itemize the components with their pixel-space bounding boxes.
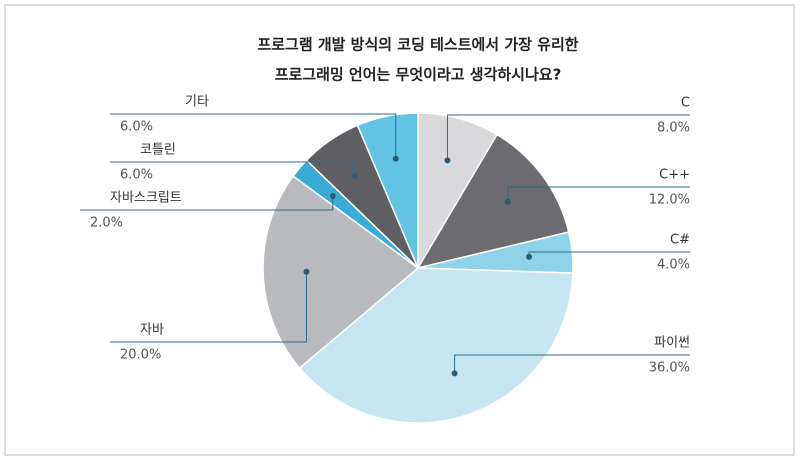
legend-label: C: [681, 96, 690, 111]
pie-slice: [356, 112, 419, 269]
leader-dot: [392, 155, 399, 162]
data-label: 12.0%: [649, 193, 690, 208]
chart-title: 프로그램 개발 방식의 코딩 테스트에서 가장 유리한: [257, 36, 578, 54]
data-label: 4.0%: [657, 258, 690, 273]
legend-label: 자바스크립트: [110, 191, 182, 206]
pie-slice: [262, 175, 420, 370]
leader-dot: [303, 268, 310, 275]
leader-dot: [451, 370, 458, 377]
legend-label: 기타: [185, 95, 209, 110]
chart-title: 프로그래밍 언어는 무엇이라고 생각하시나요?: [275, 66, 562, 84]
leader-line: [110, 113, 397, 159]
chart-border: [4, 4, 795, 456]
pie-slice: [298, 267, 574, 424]
legend-label: C++: [659, 168, 690, 183]
leader-line: [110, 161, 356, 176]
data-label: 36.0%: [649, 361, 690, 376]
leader-dot: [329, 192, 336, 199]
legend-label: C#: [670, 233, 690, 248]
legend-label: 파이썬: [654, 336, 690, 351]
data-label: 6.0%: [120, 168, 153, 183]
leader-dot: [526, 253, 533, 260]
legend-label: 자바: [140, 323, 164, 338]
leader-line: [446, 114, 690, 161]
leader-dot: [504, 198, 511, 205]
leader-line: [80, 195, 334, 211]
data-label: 6.0%: [120, 120, 153, 135]
leader-dot: [444, 157, 451, 164]
legend-label: 코틀린: [140, 143, 176, 158]
data-label: 2.0%: [90, 216, 123, 231]
data-label: 20.0%: [120, 348, 161, 363]
data-label: 8.0%: [657, 121, 690, 136]
leader-line: [507, 186, 690, 202]
leader-dot: [351, 172, 358, 179]
leader-line: [454, 354, 690, 374]
pie-slice: [416, 133, 570, 270]
leader-line: [110, 271, 307, 343]
